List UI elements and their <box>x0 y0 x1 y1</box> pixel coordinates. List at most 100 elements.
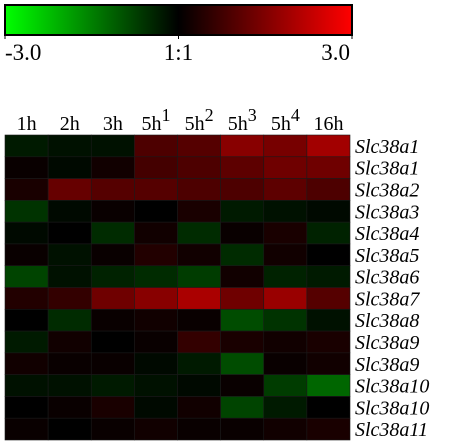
column-label-sup: 3 <box>248 105 257 125</box>
heatmap-cell <box>306 352 351 375</box>
heatmap-cell <box>47 134 92 158</box>
colorbar-tick-label: 1:1 <box>164 40 193 65</box>
heatmap-cell <box>263 156 308 179</box>
heatmap-cell <box>47 265 92 288</box>
heatmap-cell <box>134 287 178 310</box>
heatmap-cell <box>90 221 135 245</box>
heatmap-cell <box>306 221 351 245</box>
heatmap-cell <box>263 178 308 201</box>
heatmap-cell <box>4 221 49 245</box>
heatmap-cell <box>47 287 92 310</box>
heatmap-cell <box>90 417 135 441</box>
row-label: Slc38a10 <box>355 397 429 419</box>
column-label-text: 2h <box>60 113 80 135</box>
heatmap-cell <box>134 374 178 397</box>
heatmap-cell <box>263 221 308 245</box>
heatmap-cell <box>134 178 178 201</box>
heatmap-cell <box>4 178 49 201</box>
heatmap-cell <box>4 243 49 267</box>
heatmap-cell <box>134 265 178 288</box>
column-label-text: 5h <box>271 113 291 135</box>
heatmap-cell <box>134 330 178 354</box>
column-label: 2h <box>60 113 80 135</box>
column-label-sup: 2 <box>205 105 214 125</box>
heatmap-cell <box>263 134 308 158</box>
heatmap-cell <box>90 156 135 179</box>
heatmap-cell <box>90 287 135 310</box>
heatmap-cell <box>47 156 92 179</box>
heatmap-cell <box>220 374 265 397</box>
heatmap-cell <box>90 308 135 332</box>
heatmap-cell <box>306 330 351 354</box>
heatmap-cell <box>4 134 49 158</box>
colorbar-tick-label: 3.0 <box>321 40 350 65</box>
heatmap-cell <box>306 200 351 223</box>
column-label-sup: 1 <box>161 105 170 125</box>
column-label: 5h2 <box>185 105 214 135</box>
heatmap-cell <box>4 330 49 354</box>
column-label-text: 5h <box>141 113 161 135</box>
heatmap-cell <box>263 396 308 419</box>
heatmap-cell <box>4 308 49 332</box>
heatmap-cell <box>263 200 308 223</box>
column-label-text: 1h <box>17 113 37 135</box>
heatmap-cell <box>177 200 221 223</box>
row-label: Slc38a7 <box>355 288 420 310</box>
heatmap-cell <box>220 221 265 245</box>
row-label: Slc38a3 <box>355 201 419 223</box>
row-label: Slc38a11 <box>355 419 428 441</box>
row-label: Slc38a4 <box>355 223 419 245</box>
colorbar <box>4 4 353 36</box>
heatmap-cell <box>4 374 49 397</box>
column-label: 1h <box>17 113 37 135</box>
heatmap-cell <box>177 221 221 245</box>
heatmap-cell <box>220 156 265 179</box>
heatmap-cell <box>177 134 221 158</box>
heatmap-cell <box>134 417 178 441</box>
heatmap-cell <box>177 417 221 441</box>
heatmap-cell <box>263 265 308 288</box>
heatmap-cell <box>134 221 178 245</box>
heatmap-cell <box>90 352 135 375</box>
heatmap-cell <box>134 243 178 267</box>
heatmap-cell <box>134 200 178 223</box>
heatmap-cell <box>177 352 221 375</box>
heatmap-cell <box>263 243 308 267</box>
heatmap-cell <box>220 308 265 332</box>
column-label: 3h <box>103 113 123 135</box>
heatmap-cell <box>90 243 135 267</box>
heatmap-cell <box>90 330 135 354</box>
heatmap-cell <box>220 352 265 375</box>
heatmap-cell <box>263 287 308 310</box>
heatmap-cell <box>306 178 351 201</box>
row-label: Slc38a8 <box>355 310 419 332</box>
row-label: Slc38a9 <box>355 354 419 376</box>
row-label: Slc38a2 <box>355 179 419 201</box>
heatmap-cell <box>306 243 351 267</box>
heatmap-cell <box>306 265 351 288</box>
heatmap-cell <box>47 396 92 419</box>
row-label: Slc38a5 <box>355 245 419 267</box>
heatmap-cell <box>306 417 351 441</box>
colorbar-tick-label: -3.0 <box>5 40 41 65</box>
heatmap-cell <box>306 374 351 397</box>
heatmap-cell <box>4 396 49 419</box>
heatmap-cell <box>177 243 221 267</box>
heatmap-cell <box>220 417 265 441</box>
heatmap-cell <box>177 178 221 201</box>
heatmap-cell <box>220 134 265 158</box>
heatmap-cell <box>90 265 135 288</box>
heatmap-cell <box>306 134 351 158</box>
heatmap-cell <box>263 374 308 397</box>
heatmap-cell <box>47 200 92 223</box>
heatmap-cell <box>90 178 135 201</box>
heatmap-cell <box>90 396 135 419</box>
heatmap-cell <box>263 308 308 332</box>
row-label: Slc38a10 <box>355 376 429 398</box>
heatmap-cell <box>177 396 221 419</box>
heatmap-cell <box>306 287 351 310</box>
heatmap-cell <box>306 396 351 419</box>
heatmap-cell <box>263 417 308 441</box>
heatmap-cell <box>4 156 49 179</box>
heatmap-cell <box>220 396 265 419</box>
